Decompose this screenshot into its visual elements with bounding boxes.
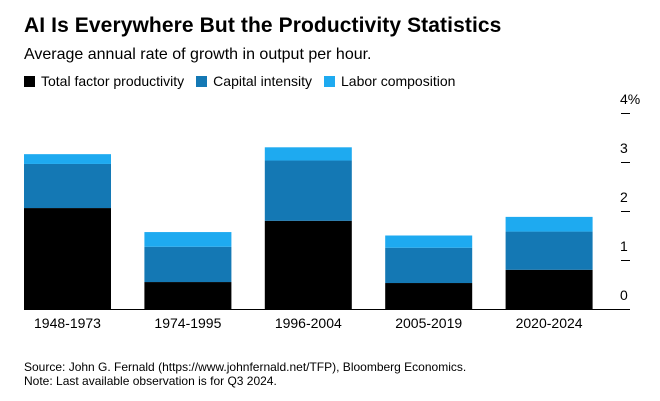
y-tick-label: 2 xyxy=(620,189,628,205)
x-tick-label: 1996-2004 xyxy=(275,315,342,331)
x-tick-label: 2005-2019 xyxy=(395,315,462,331)
legend-swatch-tfp xyxy=(24,75,35,87)
bar-segment-1996-2004-capital-intensity xyxy=(264,160,352,221)
bar-segment-2005-2019-total-factor-productivity xyxy=(385,283,473,309)
legend-item-capital-intensity: Capital intensity xyxy=(196,73,312,89)
legend-label-labor-composition: Labor composition xyxy=(341,73,456,89)
legend-swatch-labor-composition xyxy=(324,75,335,87)
bar-segment-2020-2024-total-factor-productivity xyxy=(505,269,593,309)
legend-item-tfp: Total factor productivity xyxy=(24,73,184,89)
bar-segment-2020-2024-labor-composition xyxy=(505,216,593,232)
bar-segment-1974-1995-labor-composition xyxy=(144,232,232,247)
observation-note: Note: Last available observation is for … xyxy=(24,374,277,388)
bar-segment-1974-1995-capital-intensity xyxy=(144,246,232,283)
y-tick-label: 1 xyxy=(620,238,628,254)
x-tick-label: 2020-2024 xyxy=(516,315,583,331)
legend-swatch-capital-intensity xyxy=(196,75,208,87)
bar-segment-1996-2004-total-factor-productivity xyxy=(264,220,352,309)
legend-item-labor-composition: Labor composition xyxy=(324,73,455,89)
bar-segment-1974-1995-total-factor-productivity xyxy=(144,282,232,309)
legend-label-capital-intensity: Capital intensity xyxy=(213,73,312,89)
source-note: Source: John G. Fernald (https://www.joh… xyxy=(24,360,467,374)
x-tick-label: 1974-1995 xyxy=(154,315,221,331)
chart-subtitle: Average annual rate of growth in output … xyxy=(24,46,372,63)
bar-segment-2005-2019-capital-intensity xyxy=(385,247,473,284)
x-tick-label: 1948-1973 xyxy=(34,315,101,331)
bar-segment-2020-2024-capital-intensity xyxy=(505,231,593,270)
bar-segment-1948-1973-total-factor-productivity xyxy=(24,208,111,309)
y-tick-label: 4% xyxy=(620,91,640,107)
bar-segment-2005-2019-labor-composition xyxy=(385,235,473,248)
legend: Total factor productivity Capital intens… xyxy=(24,73,467,89)
bar-segment-1948-1973-capital-intensity xyxy=(24,163,111,209)
y-tick-label: 0 xyxy=(620,287,628,303)
chart-title: AI Is Everywhere But the Productivity St… xyxy=(24,14,502,37)
bar-segment-1996-2004-labor-composition xyxy=(264,147,352,161)
footer: Source: John G. Fernald (https://www.joh… xyxy=(24,360,466,388)
legend-label-tfp: Total factor productivity xyxy=(41,73,185,89)
y-tick-label: 3 xyxy=(620,140,628,156)
bar-segment-1948-1973-labor-composition xyxy=(24,154,111,164)
